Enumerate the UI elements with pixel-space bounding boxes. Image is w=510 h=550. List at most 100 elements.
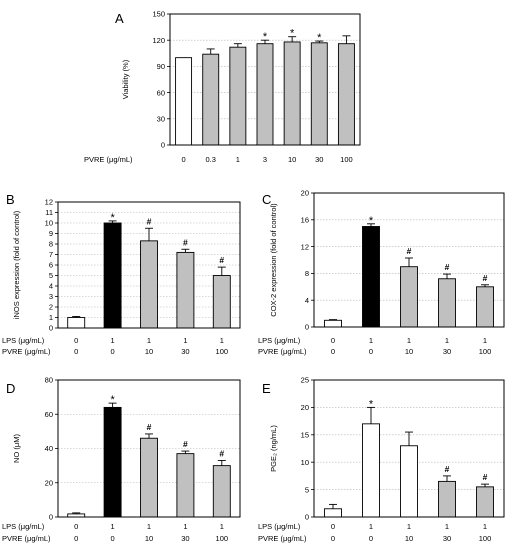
y-tick-label: 10 xyxy=(45,219,53,228)
y-tick-label: 8 xyxy=(49,240,53,249)
condition-value: 0 xyxy=(331,347,335,356)
condition-value: 1 xyxy=(111,522,115,531)
condition-label: LPS (μg/mL) xyxy=(258,522,301,531)
bar xyxy=(400,266,418,328)
bar xyxy=(140,437,158,518)
significance-mark: * xyxy=(290,28,295,40)
significance-mark: # xyxy=(219,448,224,458)
condition-value: 1 xyxy=(147,336,151,345)
panel-d: D 0 20 40 60 80 NO (μM) * # # # LPS (μg/mL) 0 1 1 1 1 PVR… xyxy=(2,376,241,543)
y-tick-label: 5 xyxy=(49,271,53,280)
condition-value: 1 xyxy=(483,336,487,345)
panel-label: A xyxy=(115,11,124,26)
y-tick-label: 150 xyxy=(152,10,165,19)
y-tick-label: 1 xyxy=(49,313,53,322)
bar xyxy=(283,41,301,146)
significance-mark: # xyxy=(445,262,450,272)
y-tick-label: 11 xyxy=(45,208,53,217)
y-axis-label: NO (μM) xyxy=(12,434,21,463)
y-tick-label: 6 xyxy=(49,261,53,270)
significance-mark: * xyxy=(263,31,268,43)
significance-mark: # xyxy=(183,439,188,449)
significance-mark: # xyxy=(183,237,188,247)
bar xyxy=(438,480,456,518)
bar xyxy=(400,445,418,518)
y-tick-label: 80 xyxy=(45,376,53,385)
significance-mark: # xyxy=(147,216,152,226)
condition-value: 0 xyxy=(74,522,78,531)
condition-value: 0 xyxy=(331,522,335,531)
condition-value: 0 xyxy=(331,534,335,543)
condition-value: 10 xyxy=(405,347,413,356)
bar xyxy=(103,222,122,329)
condition-label: PVRE (μg/mL) xyxy=(2,534,51,543)
condition-value: 10 xyxy=(288,155,296,164)
condition-value: 30 xyxy=(443,534,451,543)
condition-value: 30 xyxy=(315,155,323,164)
condition-value: 10 xyxy=(145,347,153,356)
bar xyxy=(140,240,158,329)
y-tick-label: 15 xyxy=(301,431,309,440)
condition-value: 0.3 xyxy=(205,155,215,164)
condition-value: 0 xyxy=(331,336,335,345)
bar xyxy=(256,43,274,146)
significance-mark: # xyxy=(219,255,224,265)
condition-value: 1 xyxy=(445,522,449,531)
condition-value: 1 xyxy=(407,522,411,531)
y-tick-label: 4 xyxy=(49,282,53,291)
significance-mark: * xyxy=(317,32,322,44)
y-axis-label: iNOS expression (fold of control) xyxy=(12,210,21,319)
y-tick-label: 5 xyxy=(305,485,309,494)
y-tick-label: 20 xyxy=(45,478,53,487)
plot-frame xyxy=(57,201,241,329)
condition-value: 1 xyxy=(220,522,224,531)
plot-frame xyxy=(313,192,505,328)
condition-value: 100 xyxy=(479,347,492,356)
condition-value: 1 xyxy=(183,522,187,531)
bar xyxy=(324,508,342,518)
condition-value: 10 xyxy=(145,534,153,543)
y-tick-label: 25 xyxy=(301,376,309,385)
significance-mark: * xyxy=(110,394,115,406)
y-tick-label: 0 xyxy=(305,513,309,522)
condition-value: 1 xyxy=(111,336,115,345)
condition-value: 100 xyxy=(479,534,492,543)
bar xyxy=(324,319,342,328)
condition-value: 1 xyxy=(183,336,187,345)
significance-mark: * xyxy=(369,215,374,227)
y-tick-label: 12 xyxy=(301,242,309,251)
condition-label: LPS (μg/mL) xyxy=(258,336,301,345)
condition-value: 3 xyxy=(263,155,267,164)
condition-label: PVRE (μg/mL) xyxy=(258,347,307,356)
y-tick-label: 16 xyxy=(301,216,309,225)
y-tick-label: 9 xyxy=(49,229,53,238)
condition-label: PVRE (μg/mL) xyxy=(84,155,133,164)
y-tick-label: 12 xyxy=(45,198,53,207)
bar xyxy=(438,278,456,328)
condition-label: LPS (μg/mL) xyxy=(2,336,45,345)
bar xyxy=(67,317,86,329)
significance-mark: # xyxy=(445,464,450,474)
y-tick-label: 60 xyxy=(45,410,53,419)
condition-value: 100 xyxy=(216,347,229,356)
condition-value: 1 xyxy=(220,336,224,345)
bar xyxy=(176,251,195,329)
condition-value: 1 xyxy=(483,522,487,531)
condition-value: 30 xyxy=(181,534,189,543)
plot-frame xyxy=(169,13,361,146)
y-axis-label: Viability (%) xyxy=(121,59,130,99)
condition-value: 0 xyxy=(74,347,78,356)
y-tick-label: 20 xyxy=(301,189,309,198)
significance-mark: # xyxy=(483,273,488,283)
condition-value: 1 xyxy=(147,522,151,531)
condition-value: 10 xyxy=(405,534,413,543)
y-tick-label: 0 xyxy=(161,141,165,150)
bar xyxy=(212,275,231,329)
condition-value: 0 xyxy=(111,347,115,356)
bar xyxy=(476,486,494,518)
y-axis-label: PGE₂ (ng/mL) xyxy=(269,425,278,472)
plot-frame xyxy=(57,379,241,518)
bar xyxy=(176,453,195,518)
